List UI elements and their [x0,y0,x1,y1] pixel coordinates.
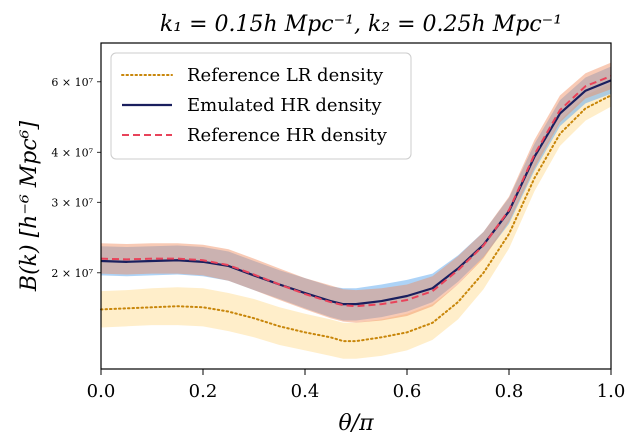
y-tick-label: 3 × 10⁷ [51,196,93,209]
x-tick-label: 0.0 [87,381,116,402]
legend-label-reference-lr: Reference LR density [187,65,384,86]
x-tick-label: 0.2 [189,381,218,402]
band-emulated-hr-density [101,66,611,321]
legend-label-reference-hr: Reference HR density [187,125,388,146]
x-axis-ticks: 0.0 0.2 0.4 0.6 0.8 1.0 [87,369,626,402]
band-reference-hr-density [101,62,611,323]
line-emulated-hr-density [100,79,612,306]
chart-title: k₁ = 0.15h Mpc⁻¹, k₂ = 0.25h Mpc⁻¹ [160,12,562,37]
x-tick-label: 1.0 [597,381,626,402]
line-reference-lr-density [100,94,612,343]
legend-label-emulated-hr: Emulated HR density [187,95,382,116]
legend-box [110,52,412,160]
confidence-bands [101,62,611,359]
y-tick-label: 6 × 10⁷ [51,76,93,89]
series-lines [100,75,612,343]
legend: Reference LR density Emulated HR density… [110,52,412,160]
y-axis-ticks: 2 × 10⁷ 3 × 10⁷ 4 × 10⁷ 6 × 10⁷ [51,76,101,280]
y-tick-label: 4 × 10⁷ [51,146,93,159]
line-reference-hr-density [100,75,612,308]
plot-frame [100,42,612,370]
x-tick-label: 0.6 [393,381,422,402]
y-tick-label: 2 × 10⁷ [51,267,93,280]
x-axis-title: θ/π [338,411,374,436]
x-tick-label: 0.8 [495,381,524,402]
y-axis-title: B(k) [h⁻⁶ Mpc⁶] [17,121,42,293]
x-tick-label: 0.4 [291,381,320,402]
